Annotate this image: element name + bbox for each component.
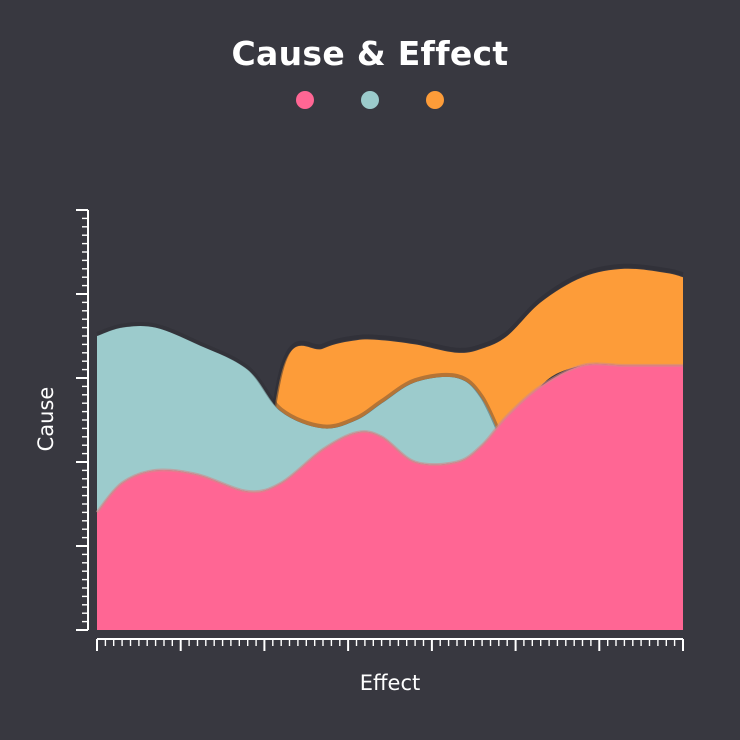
series-area-orange	[247, 268, 683, 630]
series-area-pink	[97, 363, 683, 630]
x-axis-label: Effect	[359, 671, 421, 695]
series-edge-orange	[245, 263, 684, 628]
series-edge-pink	[95, 362, 683, 514]
y-axis-label: Cause	[34, 386, 58, 452]
chart-title: Cause & Effect	[231, 34, 509, 73]
series-area-teal	[97, 325, 508, 513]
series-edge-teal	[96, 322, 510, 453]
